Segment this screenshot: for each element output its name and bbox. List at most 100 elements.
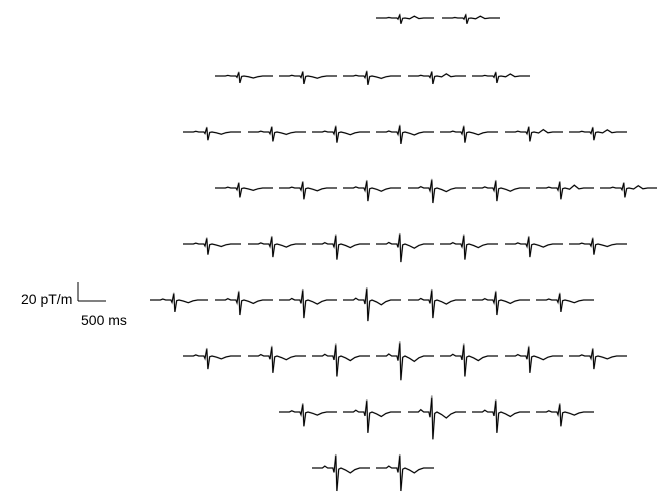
main-trace [569,127,627,141]
overlay-trace [536,292,594,313]
overlay-trace [215,182,273,198]
overlay-trace [569,347,627,370]
overlay-trace [312,453,370,492]
overlay-trace [569,126,627,141]
overlay-trace [150,292,208,313]
overlay-trace [312,125,370,143]
overlay-trace [472,290,530,316]
overlay-trace [472,71,530,84]
channel-trace-14 [569,126,627,141]
main-trace [312,235,370,260]
overlay-trace [408,395,466,440]
channel-trace-16 [279,181,337,200]
channel-trace-40 [440,343,498,377]
channel-trace-48 [312,453,370,492]
channel-trace-42 [569,347,627,370]
channel-trace-37 [248,345,306,373]
main-trace [505,347,563,373]
main-trace [183,349,241,370]
main-trace [183,238,241,255]
main-trace [408,397,466,440]
overlay-trace [376,14,434,24]
main-trace [183,127,241,141]
main-trace [440,235,498,260]
overlay-trace [376,232,434,263]
main-trace [569,238,627,255]
main-trace [343,401,401,433]
channel-trace-45 [408,395,466,440]
channel-trace-19 [472,179,530,202]
channel-trace-26 [440,234,498,260]
channel-trace-39 [376,341,434,381]
main-trace [440,345,498,377]
overlay-trace [248,235,306,258]
channel-trace-23 [248,235,306,258]
overlay-trace [343,399,401,433]
channel-trace-12 [440,125,498,143]
overlay-trace [183,126,241,141]
main-trace [505,237,563,258]
main-trace [312,455,370,492]
overlay-trace [442,14,500,24]
main-trace [248,347,306,373]
channel-trace-15 [215,182,273,198]
main-trace [312,345,370,377]
overlay-trace [472,179,530,202]
main-trace [472,72,530,84]
main-trace [279,290,337,319]
overlay-trace [279,403,337,427]
main-trace [536,181,594,200]
channel-trace-4 [279,70,337,85]
channel-trace-38 [312,343,370,377]
main-trace [279,181,337,200]
main-trace [248,126,306,142]
main-trace [472,181,530,202]
overlay-trace [248,345,306,373]
overlay-trace [343,287,401,322]
channel-trace-25 [376,232,434,263]
main-trace [279,404,337,427]
main-trace [600,182,657,198]
overlay-trace [215,71,273,84]
main-trace [408,71,466,85]
overlay-trace [408,288,466,319]
channel-trace-36 [183,347,241,370]
main-trace [505,126,563,142]
channel-trace-24 [312,234,370,260]
main-trace [215,72,273,84]
channel-trace-33 [408,288,466,319]
overlay-trace [505,345,563,373]
channel-trace-21 [600,182,657,198]
main-trace [440,126,498,143]
overlay-trace [343,179,401,202]
main-trace [376,125,434,144]
main-trace [248,237,306,258]
overlay-trace [183,237,241,255]
overlay-trace [279,181,337,200]
channel-trace-22 [183,237,241,255]
channel-trace-47 [536,403,594,427]
channel-trace-27 [505,235,563,258]
main-trace [569,349,627,370]
main-trace [442,13,500,24]
overlay-trace [440,343,498,377]
main-trace [215,292,273,316]
channel-trace-32 [343,287,401,322]
channel-trace-18 [408,178,466,204]
overlay-trace [472,399,530,433]
main-trace [312,126,370,143]
channel-trace-11 [376,124,434,145]
channel-trace-28 [569,237,627,255]
overlay-trace [536,181,594,200]
overlay-trace [600,182,657,198]
channel-trace-9 [248,126,306,142]
main-trace [150,293,208,312]
channel-trace-46 [472,399,530,433]
main-trace [376,455,434,492]
overlay-trace [376,124,434,145]
overlay-trace [312,234,370,260]
overlay-trace [505,126,563,142]
overlay-trace [440,234,498,260]
scale-bar [77,282,106,302]
